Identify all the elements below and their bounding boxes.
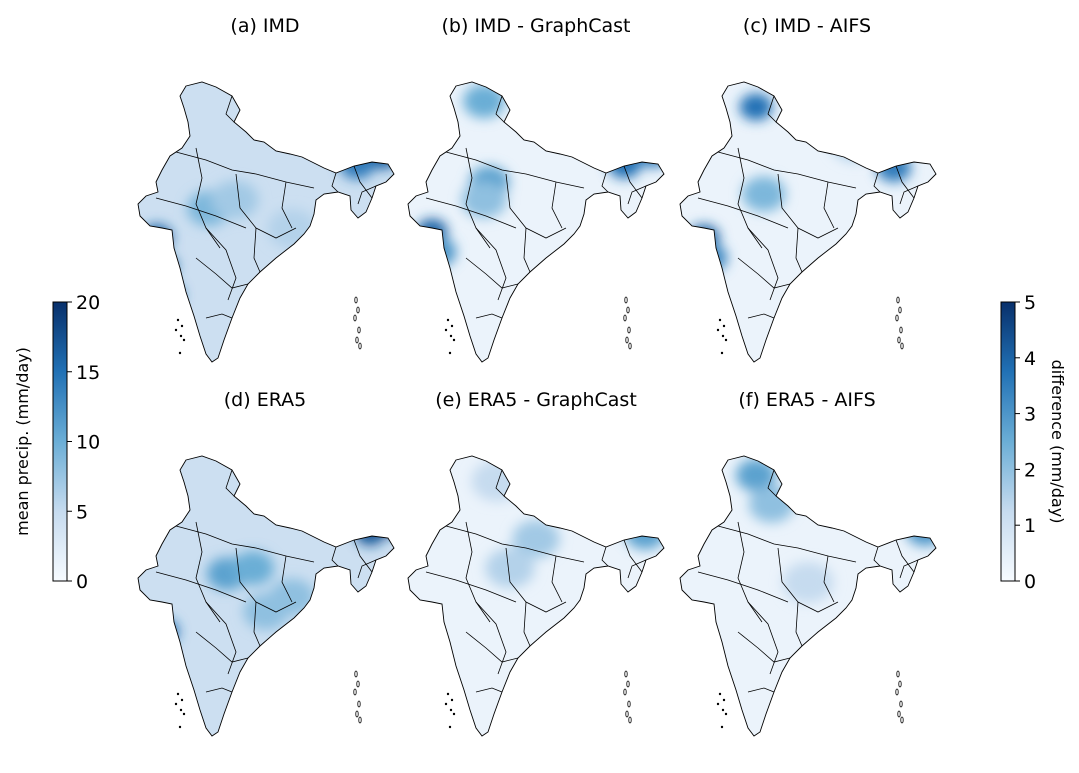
precip-hotspot (418, 236, 457, 268)
map-panel-a: (a) IMD (137, 15, 395, 363)
precip-hotspot (267, 209, 317, 249)
colorbar-tick-label: 10 (76, 432, 100, 454)
precip-hotspot (512, 519, 560, 559)
colorbar-tick-label: 20 (76, 292, 100, 314)
panel-title-b: (b) IMD - GraphCast (441, 15, 630, 37)
state-borders (425, 469, 647, 693)
islands (444, 296, 632, 355)
colorbar-tick-label: 0 (1024, 571, 1036, 593)
islands (444, 670, 632, 729)
colorbar-tick-label: 2 (1024, 459, 1036, 481)
colorbar-mean: 0 5 10 15 20 mean precip. (mm/day) (13, 292, 100, 593)
colorbar-tick-label: 1 (1024, 515, 1036, 537)
map-panel-d: (d) ERA5 (137, 389, 395, 737)
colorbar-tick-label: 15 (76, 362, 100, 384)
precip-hotspot (625, 516, 664, 550)
precip-hotspot (607, 151, 641, 179)
precip-hotspot (739, 93, 773, 121)
colorbar-tick-label: 5 (1024, 292, 1036, 314)
precip-hotspot (463, 84, 505, 119)
state-borders (155, 95, 377, 319)
colorbar-tick-label: 3 (1024, 404, 1036, 426)
map-field-d (138, 456, 394, 736)
precip-hotspot (782, 562, 834, 603)
precip-hotspot (485, 548, 535, 588)
panel-title-f: (f) ERA5 - AIFS (738, 389, 875, 411)
colorbar-mean-label: mean precip. (mm/day) (13, 347, 32, 536)
map-panel-b: (b) IMD - GraphCast (407, 15, 665, 363)
precip-hotspot (141, 224, 173, 251)
map-panel-e: (e) ERA5 - GraphCast (407, 389, 665, 737)
map-panel-f: (f) ERA5 - AIFS (679, 389, 937, 737)
map-panel-c: (c) IMD - AIFS (679, 15, 937, 363)
islands (716, 296, 904, 355)
islands (716, 670, 904, 729)
state-borders (425, 95, 647, 319)
panel-title-a: (a) IMD (230, 15, 299, 37)
panel-title-e: (e) ERA5 - GraphCast (435, 389, 637, 411)
precip-hotspot (735, 458, 777, 492)
precip-hotspot (243, 593, 289, 630)
panel-title-d: (d) ERA5 (224, 389, 306, 411)
state-borders (697, 469, 919, 693)
map-field-e (408, 456, 664, 736)
precip-hotspot (151, 282, 183, 309)
map-panels: (a) IMD (b) IMD - GraphCast (c) IMD - AIFS… (137, 15, 937, 737)
map-field-b (408, 82, 664, 362)
colorbar-difference-label: difference (mm/day) (1048, 360, 1067, 524)
precip-hotspot (211, 180, 259, 219)
colorbar-mean-gradient (52, 301, 68, 582)
colorbar-difference: 0 1 2 3 4 5 difference (mm/day) (1000, 292, 1067, 593)
precip-hotspot (147, 254, 177, 279)
colorbar-difference-gradient (1000, 301, 1016, 582)
precip-hotspot (905, 514, 936, 546)
precip-hotspot (355, 521, 385, 546)
islands (174, 296, 362, 355)
panel-title-c: (c) IMD - AIFS (743, 15, 871, 37)
precip-hotspot (876, 153, 912, 183)
state-borders (697, 95, 919, 319)
precip-hotspot (741, 176, 786, 212)
colorbar-tick-label: 4 (1024, 348, 1036, 370)
precip-hotspot (471, 460, 523, 502)
state-borders (155, 469, 377, 693)
precip-hotspot (461, 181, 507, 219)
map-field-c (680, 82, 936, 362)
precip-hotspot (367, 143, 394, 170)
precip-hotspot (232, 551, 274, 585)
map-field-a (138, 82, 394, 362)
precip-hotspot (145, 618, 179, 646)
precip-hotspot (374, 513, 394, 536)
islands (174, 670, 362, 729)
colorbar-tick-label: 5 (76, 501, 88, 523)
colorbar-tick-label: 0 (76, 571, 88, 593)
map-field-f (680, 456, 936, 736)
